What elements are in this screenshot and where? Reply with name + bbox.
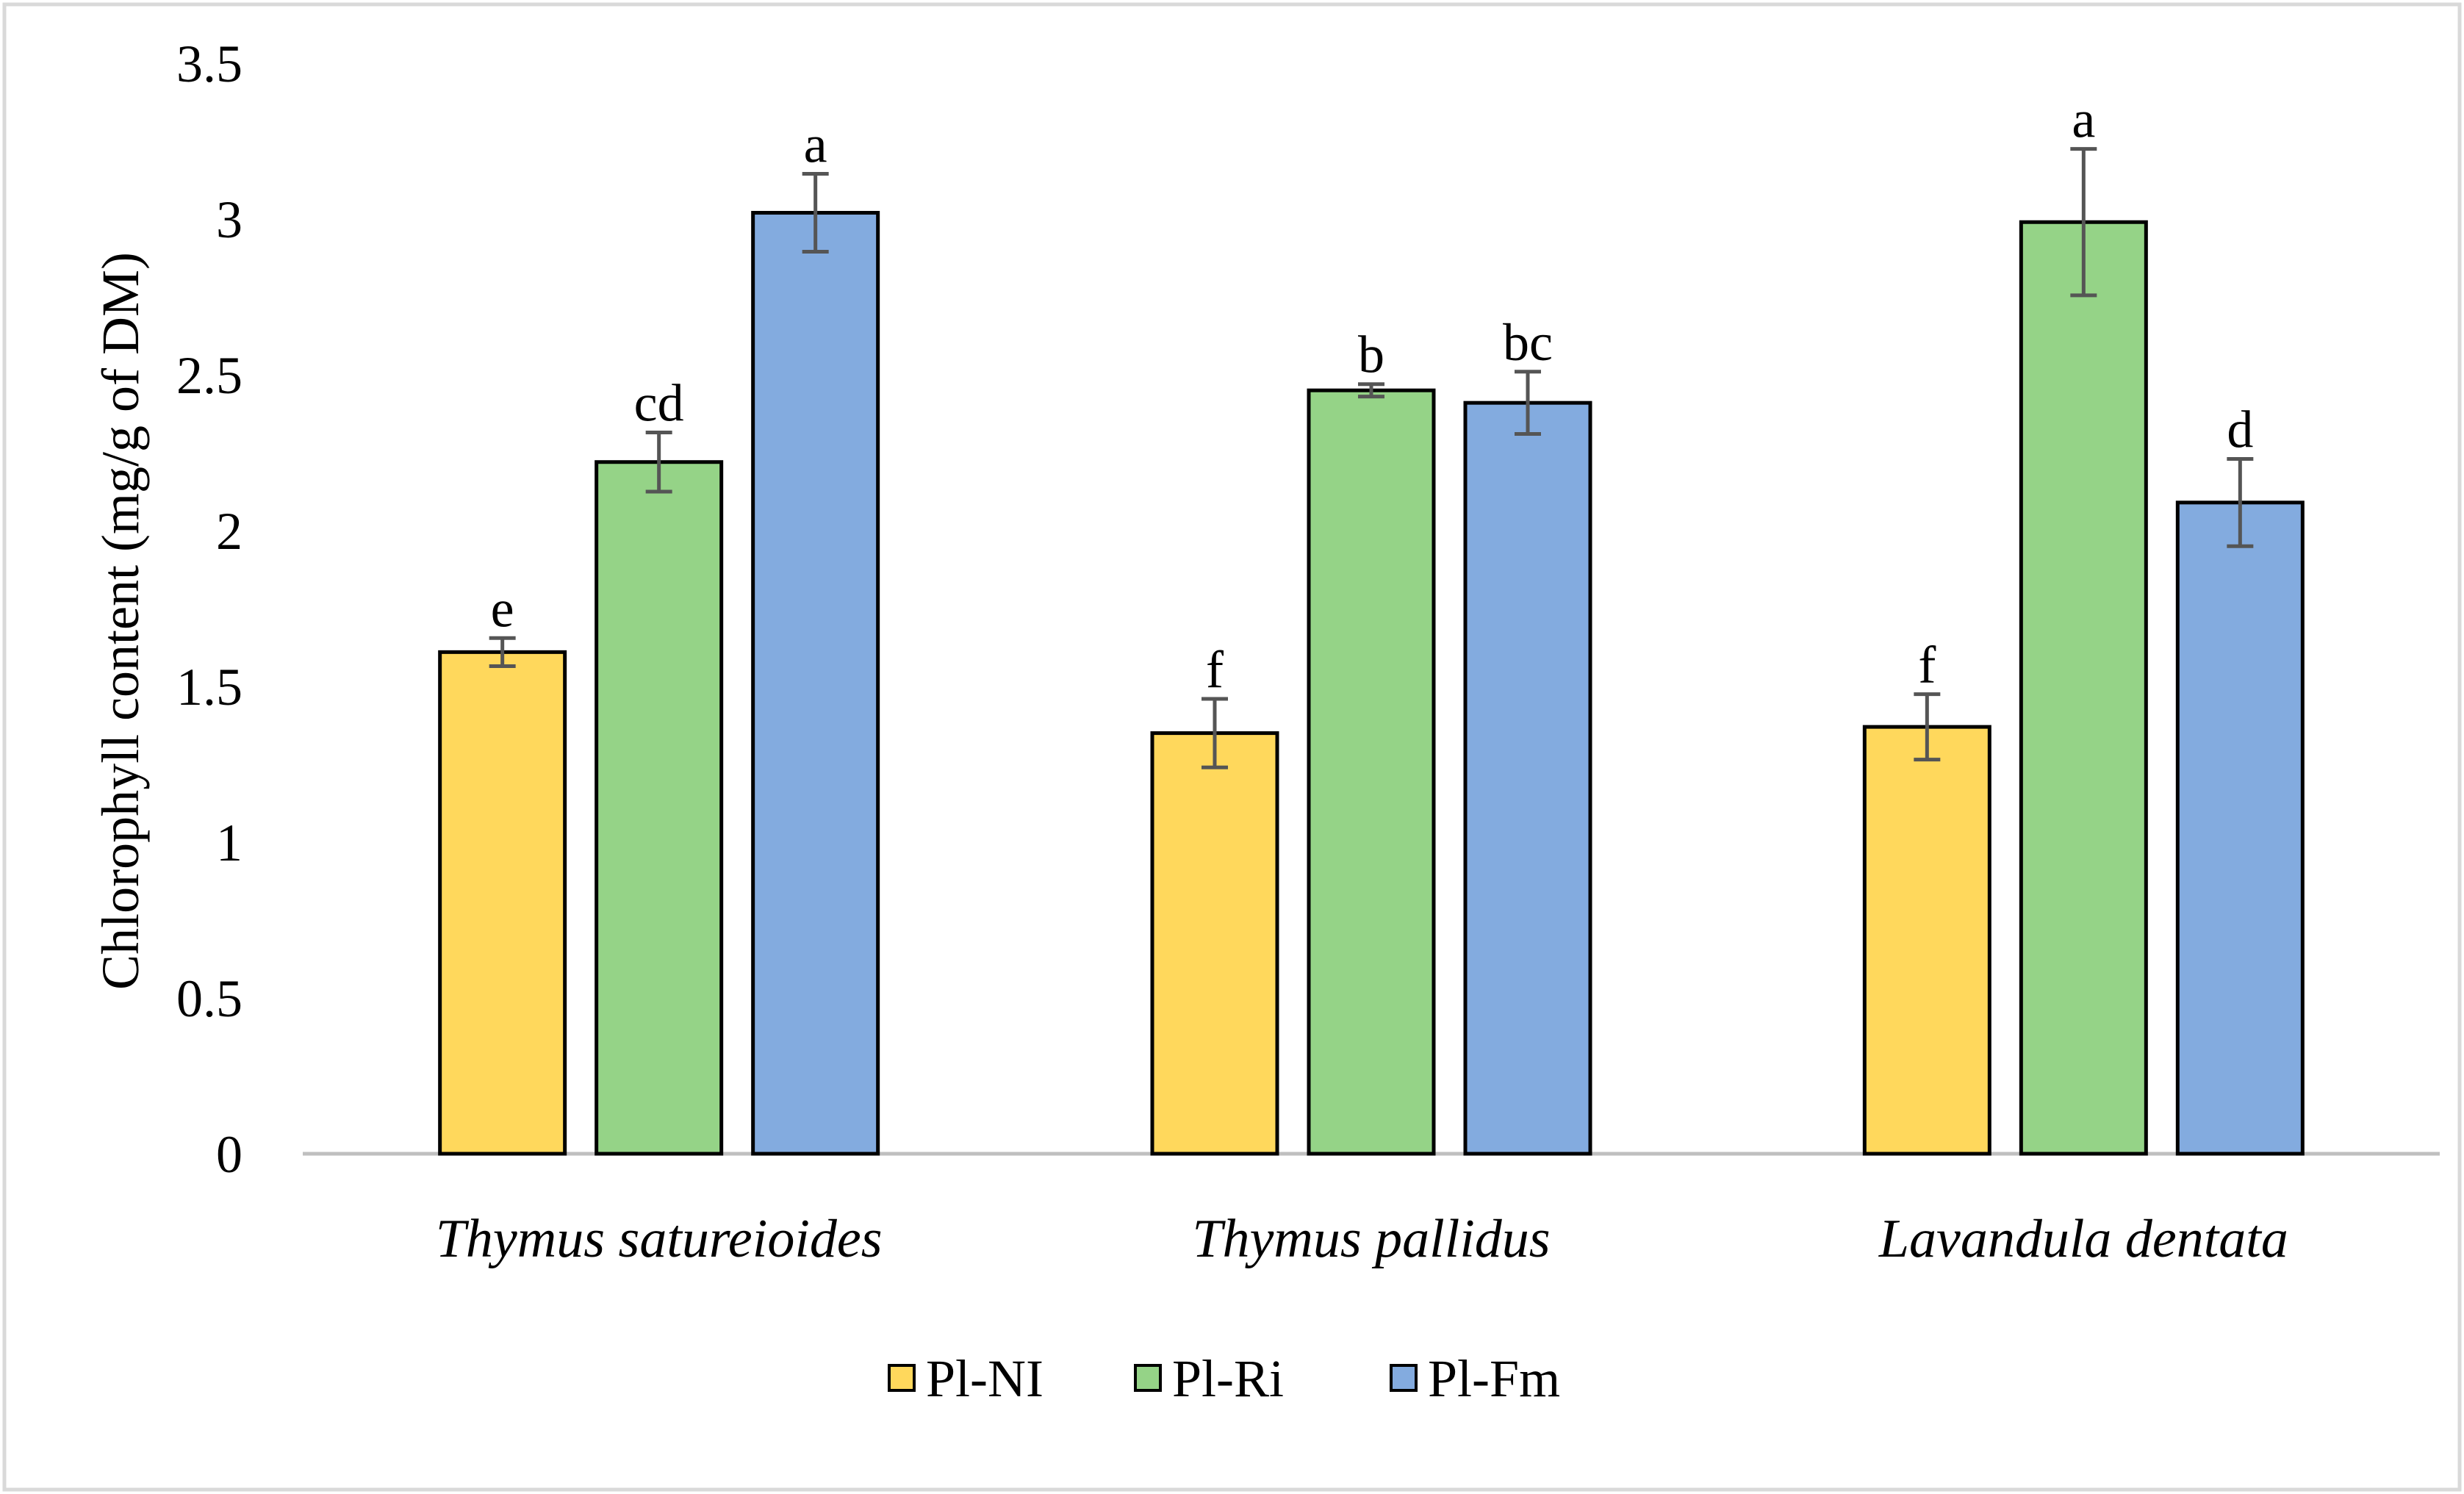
legend-swatch-pl-fm bbox=[1390, 1364, 1418, 1392]
bars-group bbox=[438, 211, 2305, 1156]
bar-pl-ri bbox=[595, 460, 724, 1156]
bar-pl-fm bbox=[1463, 401, 1592, 1156]
y-tick-label: 1 bbox=[216, 814, 243, 872]
bar-pl-ni bbox=[1862, 725, 1991, 1156]
significance-labels-group: e cd a f b bc f a d bbox=[491, 90, 2254, 699]
legend-label-pl-ri: Pl-Ri bbox=[1172, 1349, 1284, 1408]
significance-label: b bbox=[1358, 326, 1384, 384]
significance-label: a bbox=[804, 115, 827, 174]
y-tick-label: 1.5 bbox=[176, 658, 243, 717]
category-label: Lavandula dentata bbox=[1878, 1209, 2288, 1269]
bar-pl-ri bbox=[1307, 388, 1436, 1156]
category-label: Thymus satureioides bbox=[436, 1209, 883, 1269]
bar-pl-ni bbox=[438, 650, 567, 1156]
y-tick-label: 3 bbox=[216, 190, 243, 249]
significance-label: f bbox=[1918, 636, 1936, 694]
y-tick-label: 2.5 bbox=[176, 346, 243, 405]
legend: Pl-NI Pl-Ri Pl-Fm bbox=[888, 1349, 1560, 1408]
legend-label-pl-ni: Pl-NI bbox=[926, 1349, 1044, 1408]
error-bars-group bbox=[489, 147, 2254, 769]
y-tick-label: 3.5 bbox=[176, 35, 243, 93]
y-tick-label: 0.5 bbox=[176, 969, 243, 1028]
y-axis-title: Chlorophyll content (mg/g of DM) bbox=[91, 252, 150, 990]
category-labels-group: Thymus satureioides Thymus pallidus Lavand… bbox=[436, 1209, 2288, 1269]
legend-swatch-pl-ni bbox=[888, 1364, 916, 1392]
significance-label: a bbox=[2072, 90, 2095, 149]
category-label: Thymus pallidus bbox=[1192, 1209, 1550, 1269]
significance-label: e bbox=[491, 579, 514, 638]
bar-pl-fm bbox=[2175, 500, 2305, 1156]
significance-label: d bbox=[2227, 400, 2253, 459]
y-tick-labels-group: 0 0.5 1 1.5 2 2.5 3 3.5 bbox=[176, 35, 243, 1184]
y-tick-label: 2 bbox=[216, 502, 243, 561]
significance-label: f bbox=[1206, 640, 1224, 699]
legend-swatch-pl-ri bbox=[1134, 1364, 1162, 1392]
legend-label-pl-fm: Pl-Fm bbox=[1428, 1349, 1560, 1408]
y-tick-label: 0 bbox=[216, 1125, 243, 1184]
bar-pl-fm bbox=[751, 211, 880, 1156]
significance-label: bc bbox=[1503, 313, 1553, 372]
bar-pl-ni bbox=[1150, 731, 1279, 1156]
bar-pl-ri bbox=[2019, 220, 2148, 1156]
significance-label: cd bbox=[634, 373, 684, 432]
